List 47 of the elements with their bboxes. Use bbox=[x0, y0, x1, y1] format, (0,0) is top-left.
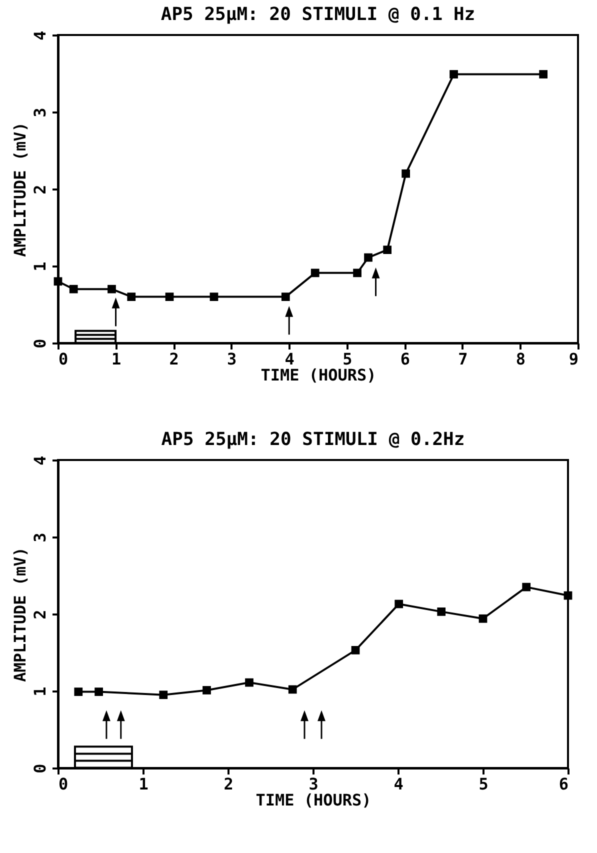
point bbox=[69, 284, 78, 294]
y-tick-label: 2 bbox=[30, 184, 50, 194]
x-tick-label: 6 bbox=[400, 350, 410, 368]
x-tick-label: 8 bbox=[516, 350, 526, 368]
y-tick-label: 1 bbox=[30, 262, 50, 272]
point bbox=[281, 292, 290, 301]
point bbox=[353, 268, 362, 278]
x-tick-label: 3 bbox=[308, 774, 318, 794]
x-tick-label: 4 bbox=[284, 350, 294, 368]
y-axis-title: AMPLITUDE (mV) bbox=[10, 122, 30, 257]
point bbox=[364, 253, 372, 262]
point bbox=[127, 292, 136, 301]
x-tick-label: 0 bbox=[58, 350, 68, 368]
point bbox=[54, 277, 62, 286]
point bbox=[539, 70, 548, 78]
x-tick-label: 5 bbox=[342, 350, 352, 368]
y-axis-title: AMPLITUDE (mV) bbox=[10, 547, 30, 682]
x-axis-title: TIME (HOURS) bbox=[260, 366, 376, 384]
point bbox=[450, 70, 458, 78]
point bbox=[108, 284, 116, 294]
y-tick-label: 2 bbox=[30, 610, 50, 620]
x-tick-label: 7 bbox=[458, 350, 468, 368]
x-tick-label: 0 bbox=[58, 774, 68, 794]
y-tick-label: 1 bbox=[30, 686, 50, 696]
y-tick-label: 3 bbox=[30, 108, 50, 118]
chart-title: AP5 25μM: 20 STIMULI @ 0.2Hz bbox=[161, 429, 465, 450]
x-tick-label: 4 bbox=[394, 774, 404, 794]
point bbox=[383, 246, 392, 254]
x-tick-label: 2 bbox=[224, 774, 234, 794]
x-tick-label: 5 bbox=[478, 774, 488, 794]
chart-title: AP5 25μM: 20 STIMULI @ 0.1 Hz bbox=[160, 4, 476, 26]
y-tick-label: 3 bbox=[30, 532, 50, 542]
x-tick-label: 3 bbox=[227, 350, 237, 368]
x-tick-label: 2 bbox=[169, 350, 179, 368]
point bbox=[210, 292, 218, 301]
point bbox=[165, 292, 174, 301]
x-tick-label: 1 bbox=[138, 774, 148, 794]
y-tick-label: 4 bbox=[30, 30, 50, 40]
x-axis-title: TIME (HOURS) bbox=[256, 790, 372, 810]
x-tick-label: 6 bbox=[558, 774, 568, 794]
y-tick-label: 4 bbox=[30, 456, 50, 466]
y-tick-label: 0 bbox=[30, 338, 50, 348]
point bbox=[310, 268, 320, 278]
x-tick-label: 1 bbox=[111, 350, 122, 368]
point bbox=[402, 169, 410, 178]
y-tick-label: 0 bbox=[30, 764, 50, 774]
x-tick-label: 9 bbox=[568, 350, 578, 368]
